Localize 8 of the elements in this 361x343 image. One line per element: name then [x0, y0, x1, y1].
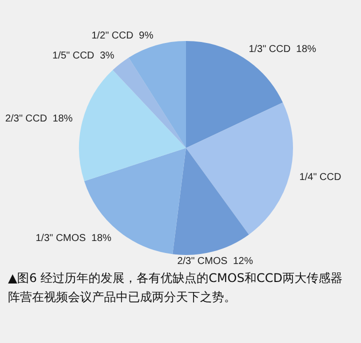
slice-label: 1/2" CCD 9%	[91, 30, 154, 42]
slice-label: 1/5" CCD 3%	[52, 50, 114, 62]
slice-label: 1/4" CCD	[299, 172, 342, 183]
slice-label: 1/3" CMOS 18%	[36, 232, 112, 244]
slice-label: 2/3" CMOS 12%	[177, 256, 254, 268]
text: ▲图6 经过历年的发展，各有优缺点的CMOS和CCD两大传感器阵营在视频会议产品中已成两分天下之势。	[8, 271, 342, 304]
slice-label: 1/3" CCD 18%	[248, 44, 316, 55]
slice-label: 2/3" CCD 18%	[5, 114, 73, 125]
